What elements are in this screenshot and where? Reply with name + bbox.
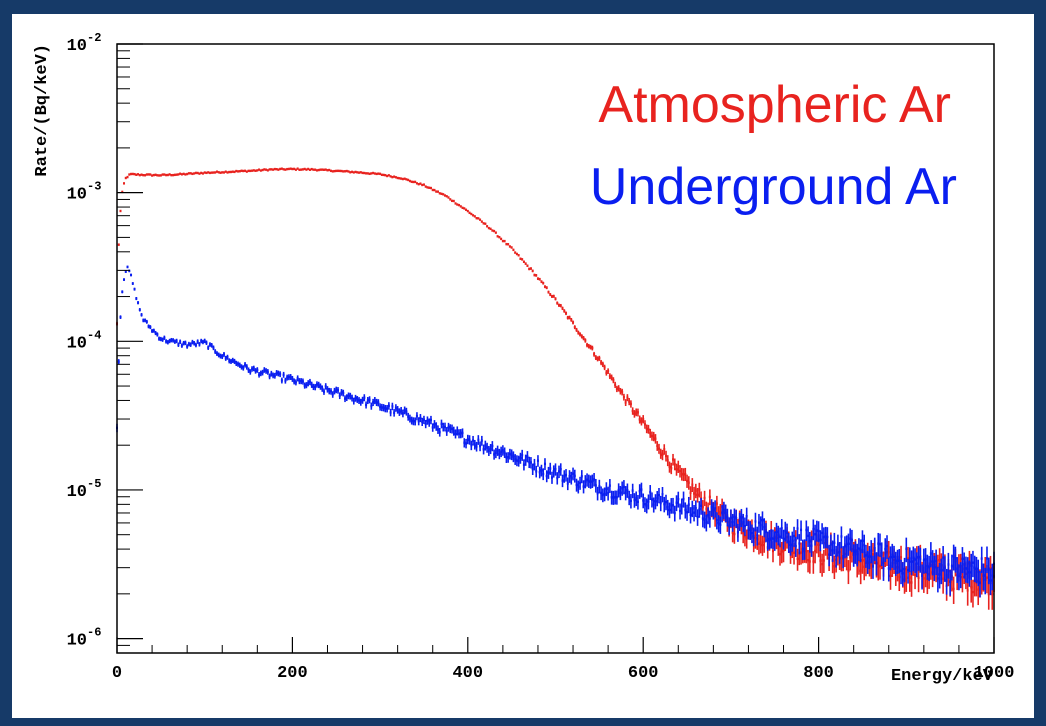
y-axis-label: Rate/(Bq/keV) bbox=[33, 44, 52, 177]
series-layer bbox=[116, 167, 995, 610]
series-underground bbox=[116, 265, 995, 598]
y-tick-exponent: -6 bbox=[87, 626, 101, 640]
y-tick-label: 10 bbox=[67, 632, 87, 651]
x-tick-label: 600 bbox=[628, 664, 659, 683]
y-tick-label: 10 bbox=[67, 334, 87, 353]
y-tick-exponent: -2 bbox=[87, 31, 101, 45]
y-tick-exponent: -4 bbox=[87, 328, 101, 342]
x-tick-label: 400 bbox=[452, 664, 483, 683]
y-tick-exponent: -5 bbox=[87, 477, 101, 491]
x-tick-label: 1000 bbox=[974, 664, 1015, 683]
x-axis-label: Energy/keV bbox=[891, 667, 994, 686]
x-tick-label: 0 bbox=[112, 664, 122, 683]
y-tick-exponent: -3 bbox=[87, 180, 101, 194]
x-tick-label: 800 bbox=[803, 664, 834, 683]
plot-panel bbox=[12, 14, 1034, 718]
legend-underground: Underground Ar bbox=[590, 158, 957, 216]
legend-atmospheric: Atmospheric Ar bbox=[598, 76, 951, 134]
y-tick-label: 10 bbox=[67, 186, 87, 205]
x-tick-label: 200 bbox=[277, 664, 308, 683]
y-tick-label: 10 bbox=[67, 483, 87, 502]
y-tick-label: 10 bbox=[67, 37, 87, 56]
